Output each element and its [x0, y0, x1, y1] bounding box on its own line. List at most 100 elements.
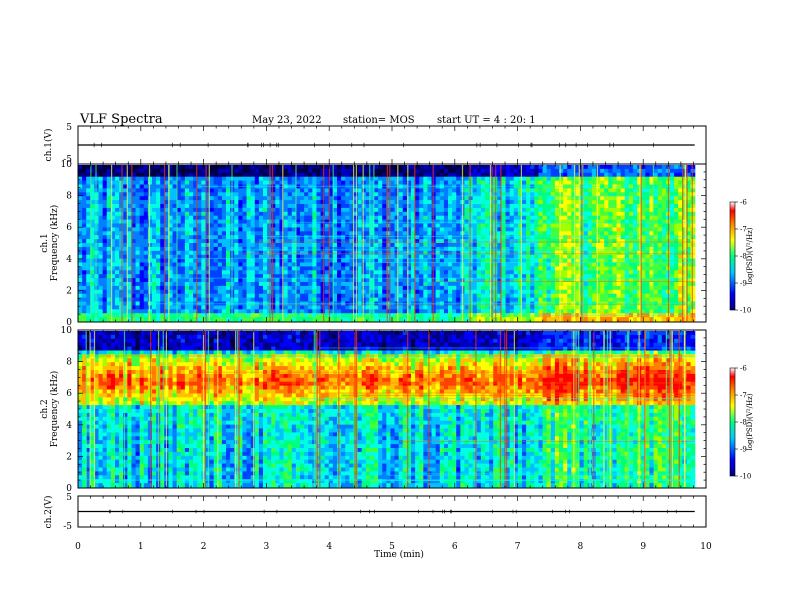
- spectrogram-cell: [246, 293, 252, 299]
- spectrogram-cell: [439, 274, 445, 279]
- spectrogram-cell: [443, 285, 449, 291]
- spectrogram-cell: [275, 235, 281, 240]
- spectrogram-cell: [209, 227, 215, 232]
- spectrogram-cell: [263, 250, 268, 256]
- spectrogram-cell: [509, 297, 515, 303]
- spectrogram-cell: [406, 262, 412, 267]
- spectrogram-cell: [365, 274, 371, 279]
- spectrogram-cell: [497, 172, 503, 178]
- spectrogram-cell: [201, 243, 207, 248]
- spectrogram-cell: [226, 309, 231, 314]
- spectrogram-cell: [320, 200, 326, 205]
- spectrogram-cell: [571, 184, 577, 189]
- spectrogram-cell: [213, 246, 219, 252]
- spectrogram-cell: [300, 235, 305, 240]
- spectrogram-cell: [221, 192, 227, 197]
- spectrogram-cell: [402, 266, 408, 271]
- spectrogram-cell: [258, 165, 264, 170]
- spectrogram-cell: [102, 297, 108, 303]
- spectrogram-cell: [156, 309, 161, 314]
- spectrogram-cell: [279, 227, 285, 232]
- spectrogram-cell: [205, 200, 211, 205]
- spectrogram-cell: [398, 192, 404, 197]
- spectrogram-cell: [110, 200, 116, 205]
- spectrogram-cell: [464, 176, 470, 182]
- spectrogram-cell: [139, 258, 145, 264]
- spectrogram-cell: [320, 211, 326, 217]
- spectrogram-cell: [287, 172, 293, 178]
- spectrogram-cell: [509, 274, 515, 279]
- spectrogram-cell: [505, 219, 511, 225]
- spectrogram-cell: [258, 274, 264, 279]
- spectrogram-cell: [563, 239, 568, 244]
- spectrogram-cell: [115, 289, 120, 295]
- spectrogram-cell: [345, 293, 350, 299]
- spectrogram-cell: [509, 219, 515, 225]
- spectrogram-cell: [328, 231, 334, 236]
- spectrogram-cell: [390, 282, 396, 287]
- spectrogram-cell: [538, 254, 544, 260]
- spectrogram-cell: [526, 305, 531, 310]
- spectrogram-cell: [345, 184, 350, 189]
- spectrogram-cell: [575, 239, 581, 244]
- spectrogram-cell: [164, 219, 170, 225]
- spectrogram-cell: [250, 204, 256, 209]
- spectrogram-cell: [209, 196, 215, 201]
- spectrogram-cell: [238, 168, 244, 174]
- spectrogram-cell: [250, 239, 256, 244]
- spectrogram-cell: [263, 262, 268, 267]
- spectrogram-cell: [308, 215, 313, 221]
- spectrogram-cell: [254, 305, 260, 310]
- spectrogram-cell: [365, 172, 371, 178]
- spectrogram-cell: [213, 211, 219, 217]
- spectrogram-cell: [201, 223, 207, 228]
- spectrogram-cell: [509, 309, 515, 314]
- spectrogram-cell: [135, 200, 141, 205]
- spectrogram-cell: [184, 250, 190, 256]
- spectrogram-cell: [189, 262, 194, 267]
- spectrogram-cell: [468, 172, 474, 178]
- spectrogram-cell: [369, 274, 375, 279]
- spectrogram-cell: [522, 235, 527, 240]
- spectrogram-cell: [476, 266, 482, 271]
- spectrogram-cell: [443, 274, 449, 279]
- spectrogram-cell: [476, 317, 482, 322]
- spectrogram-cell: [349, 266, 355, 271]
- spectrogram-cell: [168, 285, 174, 291]
- spectrogram-cell: [443, 165, 449, 170]
- spectrogram-cell: [513, 274, 519, 279]
- spectrogram-cell: [349, 282, 355, 287]
- spectrogram-cell: [78, 254, 83, 260]
- spectrogram-cell: [168, 297, 174, 303]
- spectrogram-cell: [291, 188, 297, 193]
- spectrogram-cell: [160, 196, 165, 201]
- spectrogram-cell: [106, 184, 112, 189]
- spectrogram-cell: [534, 305, 540, 310]
- spectrogram-cell: [567, 262, 572, 267]
- spectrogram-cell: [559, 165, 564, 170]
- spectrogram-cell: [209, 317, 215, 322]
- spectrogram-cell: [415, 258, 420, 264]
- spectrogram-cell: [320, 188, 326, 193]
- spectrogram-cell: [382, 250, 387, 256]
- spectrogram-cell: [476, 305, 482, 310]
- spectrogram-cell: [546, 180, 552, 186]
- spectrogram-cell: [559, 219, 564, 225]
- spectrogram-cell: [123, 278, 128, 283]
- spectrogram-cell: [98, 192, 104, 197]
- spectrogram-cell: [197, 211, 202, 217]
- spectrogram-cell: [369, 285, 375, 291]
- spectrogram-cell: [324, 200, 330, 205]
- spectrogram-cell: [86, 246, 91, 252]
- spectrogram-cell: [427, 215, 433, 221]
- spectrogram-cell: [98, 254, 104, 260]
- spectrogram-cell: [152, 219, 157, 225]
- spectrogram-cell: [345, 243, 350, 248]
- spectrogram-cell: [254, 289, 260, 295]
- spectrogram-cell: [419, 223, 424, 228]
- spectrogram-cell: [361, 266, 367, 271]
- spectrogram-cell: [522, 215, 527, 221]
- spectrogram-cell: [398, 317, 404, 322]
- spectrogram-cell: [559, 258, 564, 264]
- spectrogram-cell: [205, 262, 211, 267]
